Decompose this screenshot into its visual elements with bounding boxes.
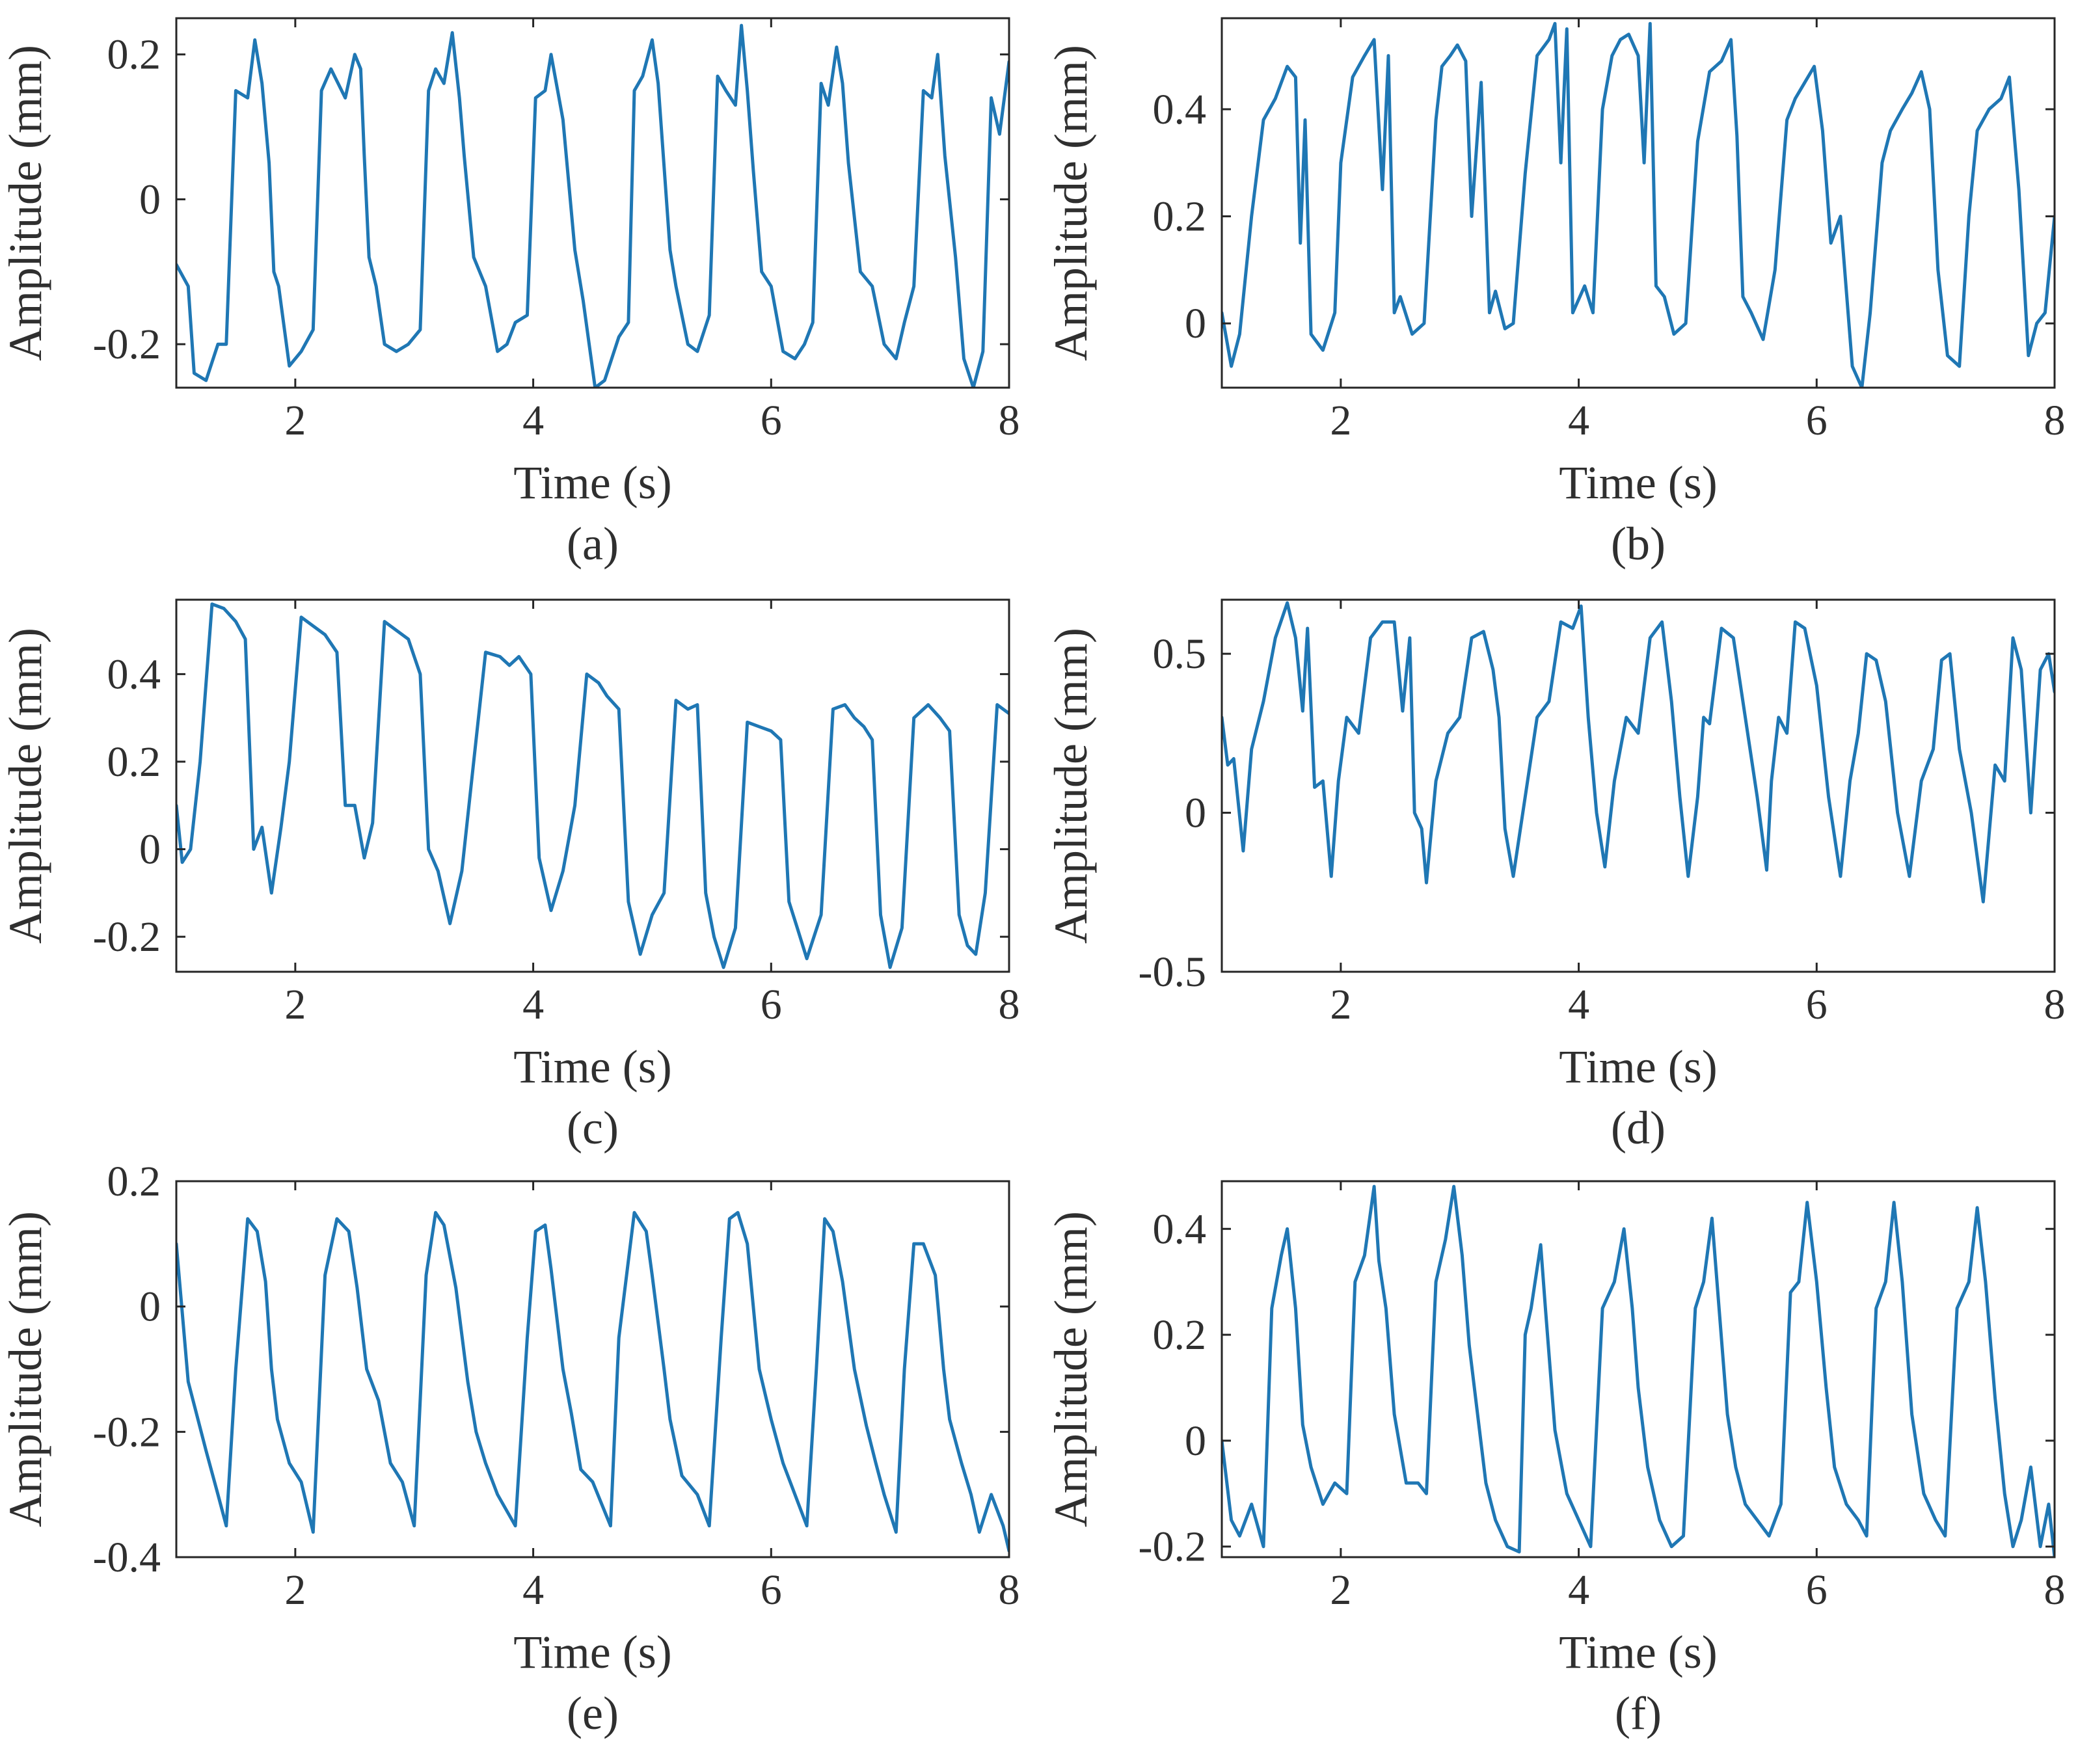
y-tick-label: -0.2 [93,913,161,961]
series-line-e-0 [176,1210,1009,1553]
axes-frame [175,1180,1010,1558]
x-tick-label: 4 [522,981,544,1028]
chart-panel-a: 2 4 6 8 -0.2 0 0.2 Time (s) (a) Amplitude (mm) [0,17,1020,570]
panel-label: (d) [1611,1102,1666,1154]
x-tick-label: 2 [1330,1566,1351,1614]
series-line-d-0 [1222,601,2055,903]
axes-frame [1221,1180,2056,1558]
x-tick-label: 6 [761,981,782,1028]
x-tick-label: 8 [999,981,1020,1028]
x-axis-title: Time (s) [513,457,671,509]
axes-frame [1221,598,2056,973]
y-tick-label: 0.4 [1153,86,1207,133]
x-tick-label: 4 [1568,981,1589,1028]
y-tick-label: 0 [1185,1417,1206,1465]
x-tick-label: 6 [761,397,782,444]
x-tick-label: 2 [284,1566,306,1614]
series-line-f-0 [1222,1184,2055,1557]
x-tick-label: 6 [1806,1566,1828,1614]
y-tick-label: 0 [1185,790,1206,837]
x-tick-label: 6 [761,1566,782,1614]
y-tick-label: 0.4 [107,650,161,698]
panel-label: (b) [1611,518,1666,570]
x-tick-label: 4 [1568,1566,1589,1614]
y-tick-label: 0.2 [107,1158,161,1205]
y-tick-label: 0 [139,1283,161,1331]
x-tick-label: 6 [1806,397,1828,444]
y-tick-label: -0.2 [93,1408,161,1456]
panel-label: (a) [567,518,619,570]
y-tick-label: 0.2 [1153,1311,1207,1359]
y-tick-label: 0.5 [1153,630,1207,678]
axes-frame [1221,17,2056,389]
chart-panel-b: 2 4 6 8 0 0.2 0.4 Time (s) (b) Amplitude (mm) [1045,17,2066,570]
x-tick-label: 8 [2044,981,2066,1028]
x-tick-label: 8 [2044,397,2066,444]
x-tick-label: 6 [1806,981,1828,1028]
chart-panel-f: 2 4 6 8 -0.2 0 0.2 0.4 Time (s) (f) Amplitude (mm) [1045,1180,2066,1739]
y-tick-label: -0.2 [1139,1523,1206,1571]
y-axis-title: Amplitude (mm) [0,1211,51,1527]
x-tick-label: 8 [2044,1566,2066,1614]
y-tick-label: -0.5 [1139,948,1206,996]
y-tick-label: -0.4 [93,1534,161,1581]
x-axis-title: Time (s) [513,1041,671,1093]
y-tick-label: 0.2 [107,31,161,79]
y-tick-label: 0 [1185,300,1206,347]
x-tick-label: 4 [1568,397,1589,444]
x-tick-label: 8 [999,397,1020,444]
panels-group: 2 4 6 8 -0.2 0 0.2 Time (s) (a) Amplitude (mm) 2 4 6… [0,17,2066,1739]
y-axis-title: Amplitude (mm) [0,628,51,944]
chart-panel-c: 2 4 6 8 -0.2 0 0.2 0.4 Time (s) (c) Amplitude (mm) [0,598,1020,1154]
series-line-b-0 [1222,21,2055,388]
series-line-c-0 [176,602,1009,969]
x-tick-label: 2 [1330,397,1351,444]
y-tick-label: 0.2 [1153,193,1207,241]
y-tick-label: 0 [139,176,161,223]
y-tick-label: 0.2 [107,738,161,786]
x-tick-label: 2 [284,397,306,444]
chart-panel-e: 2 4 6 8 -0.4 -0.2 0 0.2 Time (s) (e) Amplitude (mm… [0,1158,1020,1739]
x-axis-title: Time (s) [1559,457,1717,509]
series-line-a-0 [176,23,1009,388]
x-tick-label: 4 [522,397,544,444]
x-tick-label: 2 [284,981,306,1028]
chart-panel-d: 2 4 6 8 -0.5 0 0.5 Time (s) (d) Amplitude (mm) [1045,598,2066,1154]
y-tick-label: -0.2 [93,321,161,368]
panel-label: (f) [1615,1687,1662,1739]
y-axis-title: Amplitude (mm) [1045,1211,1097,1527]
y-tick-label: 0 [139,826,161,874]
axes-frame [175,598,1010,973]
y-tick-label: 0.4 [1153,1205,1207,1253]
x-tick-label: 4 [522,1566,544,1614]
panel-label: (c) [567,1102,619,1154]
y-axis-title: Amplitude (mm) [1045,45,1097,361]
y-axis-title: Amplitude (mm) [0,45,51,361]
x-axis-title: Time (s) [1559,1041,1717,1093]
x-axis-title: Time (s) [513,1626,671,1678]
x-axis-title: Time (s) [1559,1626,1717,1678]
panel-label: (e) [567,1687,619,1739]
x-tick-label: 2 [1330,981,1351,1028]
axes-frame [175,17,1010,389]
x-tick-label: 8 [999,1566,1020,1614]
y-axis-title: Amplitude (mm) [1045,628,1097,944]
